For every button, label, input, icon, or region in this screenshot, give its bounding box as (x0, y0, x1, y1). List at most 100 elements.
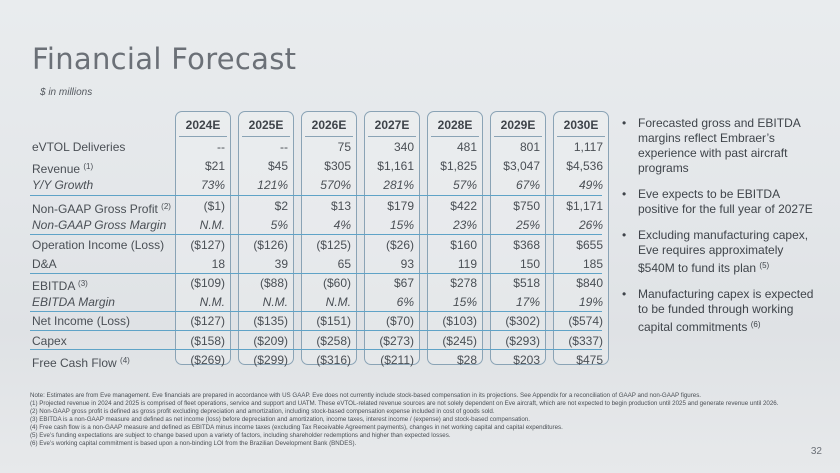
table-cell: ($209) (253, 334, 288, 348)
header-underline (368, 136, 416, 137)
key-point-text: Excluding manufacturing capex, Eve requi… (638, 228, 809, 275)
table-cell: $67 (393, 276, 414, 290)
table-cell: -- (280, 140, 288, 154)
row-label-text: Y/Y Growth (32, 178, 94, 192)
footnote-line: (3) EBITDA is a non-GAAP measure and def… (30, 416, 530, 423)
row-label: Non-GAAP Gross Profit (2) (32, 197, 171, 216)
table-cell: $13 (330, 199, 351, 213)
table-cell: $21 (204, 159, 225, 173)
footnotes: Note: Estimates are from Eve management.… (30, 392, 800, 448)
row-label-text: Free Cash Flow (32, 356, 117, 370)
row-label: Operation Income (Loss) (32, 236, 164, 255)
table-cell: ($125) (316, 238, 351, 252)
row-label: Revenue (1) (32, 157, 93, 176)
table-cell: 17% (515, 295, 540, 309)
table-cell: 1,117 (573, 140, 603, 154)
table-cell: 119 (457, 257, 477, 271)
page-number: 32 (810, 446, 822, 457)
table-cell: ($302) (505, 314, 540, 328)
row-label-text: D&A (32, 257, 57, 271)
table-cell: $475 (576, 353, 603, 367)
table-cell: ($1) (203, 199, 225, 213)
table-cell: ($211) (380, 353, 414, 367)
column-header: 2030E (563, 118, 599, 132)
table-cell: $1,171 (566, 199, 603, 213)
footnote-line: (5) Eve’s funding expectations are subje… (30, 432, 451, 439)
table-cell: 6% (396, 295, 414, 309)
row-label-text: eVTOL Deliveries (32, 140, 126, 154)
table-cell: 150 (519, 257, 540, 271)
footnote-line: Note: Estimates are from Eve management.… (30, 392, 702, 399)
key-point: • Excluding manufacturing capex, Eve requ… (620, 228, 820, 276)
table-cell: N.M. (325, 295, 351, 309)
table-cell: ($258) (316, 334, 351, 348)
table-cell: $4,536 (566, 159, 603, 173)
table-cell: 93 (400, 257, 414, 271)
table-cell: ($103) (442, 314, 477, 328)
table-cell: $518 (513, 276, 540, 290)
key-point: • Forecasted gross and EBITDA margins ref… (620, 116, 820, 176)
key-point-text: Manufacturing capex is expected to be fu… (638, 287, 814, 334)
table-cell: 185 (582, 257, 603, 271)
row-label: Y/Y Growth (32, 176, 93, 195)
year-column-2026e (301, 111, 357, 365)
table-cell: $422 (450, 199, 477, 213)
table-cell: 18 (211, 257, 225, 271)
table-cell: $278 (450, 276, 477, 290)
bullet-icon: • (622, 228, 627, 242)
table-cell: ($574) (568, 314, 603, 328)
row-label: Non-GAAP Gross Margin (32, 216, 166, 235)
table-cell: 15% (389, 218, 414, 232)
table-cell: ($151) (316, 314, 351, 328)
table-cell: 281% (383, 178, 414, 192)
table-cell: 67% (515, 178, 540, 192)
column-header: 2025E (248, 118, 284, 132)
year-column-2028e (427, 111, 483, 365)
footnote-ref: (3) (78, 279, 88, 288)
page-title: Financial Forecast (32, 42, 297, 76)
table-cell: $2 (274, 199, 288, 213)
table-cell: $655 (576, 238, 603, 252)
units-subtitle: $ in millions (40, 87, 93, 98)
table-cell: $160 (450, 238, 477, 252)
table-cell: 481 (456, 140, 477, 154)
table-cell: ($158) (190, 334, 225, 348)
row-label: eVTOL Deliveries (32, 138, 125, 157)
footnote-ref: (2) (161, 202, 171, 211)
column-header: 2026E (311, 118, 347, 132)
footnote-ref: (1) (83, 162, 94, 171)
header-underline (557, 136, 605, 137)
table-cell: ($273) (379, 334, 414, 348)
footnote-ref: (6) (750, 320, 761, 329)
table-cell: ($88) (259, 276, 288, 290)
table-cell: 19% (578, 295, 603, 309)
table-cell: 801 (519, 140, 540, 154)
row-separator (30, 311, 602, 312)
row-label: D&A (32, 255, 57, 274)
table-cell: 121% (257, 178, 288, 192)
table-cell: ($269) (190, 353, 225, 367)
table-cell: N.M. (199, 295, 225, 309)
table-cell: 23% (452, 218, 477, 232)
bullet-icon: • (622, 116, 627, 130)
table-cell: ($109) (190, 276, 225, 290)
table-cell: ($126) (253, 238, 288, 252)
year-column-2027e (364, 111, 420, 365)
header-underline (431, 136, 479, 137)
header-underline (179, 136, 227, 137)
table-cell: $840 (576, 276, 603, 290)
row-label: EBITDA Margin (32, 293, 115, 312)
row-label: EBITDA (3) (32, 274, 88, 293)
table-cell: 75 (337, 140, 351, 154)
key-points-list: • Forecasted gross and EBITDA margins ref… (620, 116, 820, 346)
key-point-text: Eve expects to be EBITDA positive for th… (638, 187, 813, 216)
table-cell: ($316) (316, 353, 351, 367)
row-label-text: Non-GAAP Gross Profit (32, 202, 158, 216)
row-label-text: Net Income (Loss) (32, 314, 131, 328)
row-separator (30, 330, 602, 331)
column-header: 2028E (437, 118, 473, 132)
table-cell: $368 (513, 238, 540, 252)
table-cell: ($127) (190, 314, 225, 328)
column-header: 2024E (185, 118, 221, 132)
year-column-2030e (553, 111, 609, 365)
